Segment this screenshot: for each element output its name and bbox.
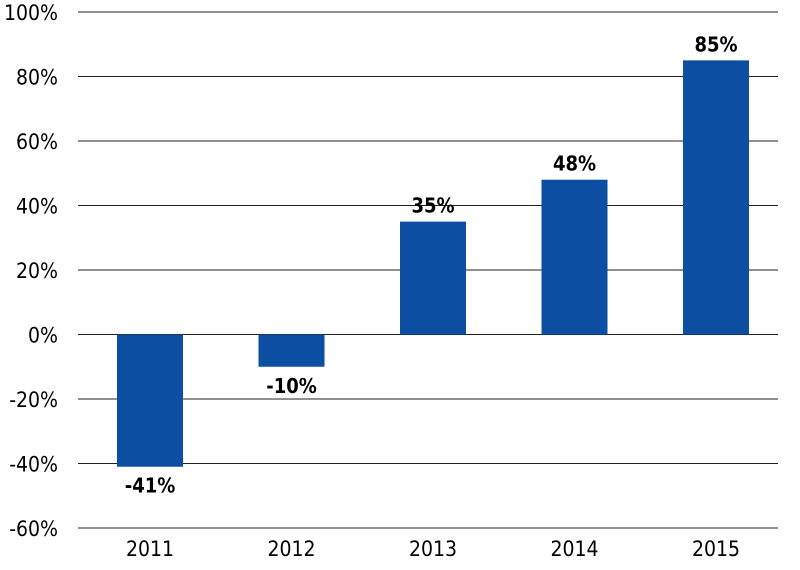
- data-labels: -41% -10% 35% 48% 85%: [125, 32, 738, 497]
- y-tick-label: 80%: [16, 66, 58, 90]
- x-category-label-2014: 2014: [550, 537, 598, 561]
- data-label-2014: 48%: [553, 152, 596, 176]
- bar-2014: [541, 179, 608, 335]
- data-label-2013: 35%: [411, 194, 454, 218]
- x-category-label-2011: 2011: [126, 537, 174, 561]
- y-tick-label: -20%: [9, 388, 58, 412]
- x-category-label-2012: 2012: [267, 537, 315, 561]
- bar-2012: [258, 334, 325, 367]
- data-label-2012: -10%: [266, 374, 317, 398]
- y-tick-label: -60%: [9, 517, 58, 541]
- x-category-label-2013: 2013: [409, 537, 457, 561]
- x-axis-category-labels: 2011 2012 2013 2014 2015: [126, 537, 740, 561]
- bar-2013: [400, 221, 466, 335]
- data-label-2015: 85%: [694, 32, 737, 56]
- y-axis-tick-labels: 100% 80% 60% 40% 20% 0% -20% -40% -60%: [4, 1, 58, 541]
- y-tick-label: -40%: [9, 453, 58, 477]
- y-tick-label: 0%: [28, 324, 58, 348]
- y-tick-label: 60%: [16, 130, 58, 154]
- bar-2015: [683, 60, 749, 335]
- y-tick-label: 100%: [4, 1, 58, 25]
- y-tick-label: 20%: [16, 259, 58, 283]
- bars: [117, 60, 749, 467]
- y-tick-label: 40%: [16, 195, 58, 219]
- bar-2011: [117, 334, 183, 467]
- x-category-label-2015: 2015: [692, 537, 740, 561]
- data-label-2011: -41%: [125, 474, 176, 498]
